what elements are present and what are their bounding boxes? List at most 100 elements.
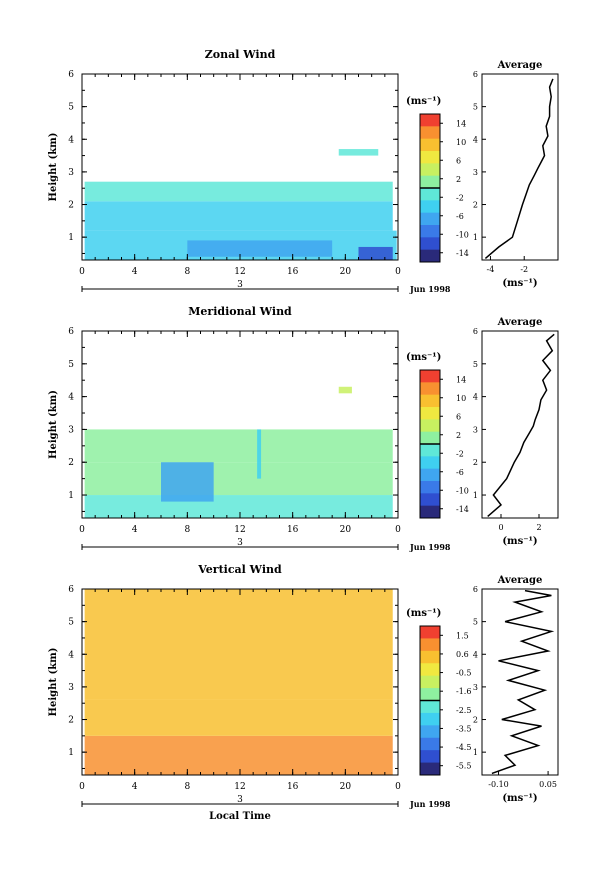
profile-x-label: (ms⁻¹) [502, 278, 537, 289]
heatmap-cell [84, 462, 393, 496]
profile-x-tick-label: -4 [487, 265, 495, 274]
colorbar-segment [420, 151, 440, 164]
y-axis-label: Height (km) [48, 390, 59, 459]
x-tick-label: 4 [132, 782, 138, 792]
colorbar-segment [420, 456, 440, 470]
profile-frame [481, 330, 559, 519]
colorbar-tick-label: -2 [456, 449, 464, 458]
heatmap-cell [84, 735, 393, 775]
heatmap-cell [84, 495, 393, 518]
x-tick-label: 12 [234, 782, 245, 792]
colorbar-tick-label: 10 [456, 394, 466, 403]
profile-x-tick-label: -2 [520, 265, 528, 274]
profile-x-tick-label: 0 [498, 523, 503, 532]
x-tick-label: 16 [287, 782, 299, 792]
colorbar-unit: (ms⁻¹) [406, 352, 441, 363]
profile-line [487, 333, 555, 517]
profile-y-tick-label: 3 [473, 425, 478, 434]
y-tick-label: 2 [68, 201, 74, 211]
y-tick-label: 3 [68, 168, 74, 178]
x-tick-label: 12 [234, 525, 245, 535]
y-tick-label: 4 [68, 393, 74, 403]
colorbar-tick-label: -4.5 [456, 743, 471, 752]
colorbar-segment [420, 138, 440, 152]
profile-title: Average [497, 317, 543, 328]
colorbar-segment [420, 468, 440, 482]
colorbar-segment [420, 237, 440, 251]
profile-y-tick-label: 4 [473, 135, 478, 144]
profile-x-label: (ms⁻¹) [502, 536, 537, 547]
profile-y-tick-label: 5 [473, 360, 478, 369]
colorbar-unit: (ms⁻¹) [406, 96, 441, 107]
profile-x-tick-label: 2 [536, 523, 541, 532]
y-tick-label: 5 [68, 360, 74, 370]
colorbar-tick-label: -14 [456, 505, 469, 514]
colorbar-segment [420, 505, 440, 519]
profile-frame [481, 73, 559, 261]
x-tick-label: 12 [234, 267, 245, 277]
y-axis-label: Height (km) [48, 648, 59, 717]
x-tick-label: 0 [79, 267, 85, 277]
panel-title: Vertical Wind [197, 563, 282, 576]
colorbar-segment [420, 663, 440, 677]
heatmap-cell [84, 429, 393, 463]
heatmap-cell [257, 429, 262, 479]
colorbar-tick-label: 0.6 [456, 650, 469, 659]
heatmap-cell [187, 240, 333, 257]
date-marker: 3 [237, 538, 243, 548]
colorbar-tick-label: 2 [456, 431, 461, 440]
date-label: Jun 1998 [409, 542, 451, 552]
heatmap-cell [84, 699, 393, 736]
x-tick-label: 0 [79, 782, 85, 792]
profile-line [484, 78, 554, 259]
profile-line [491, 589, 555, 775]
colorbar-segment [420, 394, 440, 408]
colorbar-tick-label: -6 [456, 468, 464, 477]
colorbar-tick-label: 6 [456, 156, 461, 165]
colorbar-segment [420, 675, 440, 689]
y-tick-label: 5 [68, 618, 74, 628]
colorbar-segment [420, 188, 440, 201]
panel-title: Zonal Wind [205, 48, 276, 61]
y-tick-label: 1 [68, 491, 74, 501]
profile-y-tick-label: 3 [473, 168, 478, 177]
y-tick-label: 1 [68, 233, 74, 243]
x-tick-label: 20 [340, 782, 352, 792]
profile-y-tick-label: 1 [473, 233, 478, 242]
colorbar-segment [420, 370, 440, 383]
colorbar-segment [420, 175, 440, 189]
y-tick-label: 6 [68, 585, 74, 595]
x-tick-label: 20 [340, 525, 352, 535]
profile-y-tick-label: 2 [473, 716, 478, 725]
colorbar-segment [420, 650, 440, 664]
x-tick-label: 4 [132, 267, 138, 277]
colorbar-segment [420, 444, 440, 457]
colorbar-segment [420, 626, 440, 639]
profile-y-tick-label: 2 [473, 458, 478, 467]
x-tick-label: 8 [184, 782, 190, 792]
heatmap-cell [84, 589, 393, 700]
colorbar-tick-label: -3.5 [456, 724, 471, 733]
colorbar-segment [420, 126, 440, 140]
colorbar-tick-label: -6 [456, 212, 464, 221]
profile-x-tick-label: 0.05 [539, 780, 557, 789]
y-tick-label: 6 [68, 327, 74, 337]
heatmap-cell [84, 201, 393, 231]
x-tick-label: 0 [395, 525, 401, 535]
y-tick-label: 3 [68, 425, 74, 435]
heatmap-cell [84, 181, 393, 202]
colorbar-unit: (ms⁻¹) [406, 608, 441, 619]
y-tick-label: 4 [68, 135, 74, 145]
profile-frame [481, 588, 559, 776]
colorbar-tick-label: 14 [456, 119, 466, 128]
x-tick-label: 4 [132, 525, 138, 535]
x-tick-label: 8 [184, 267, 190, 277]
profile-y-tick-label: 6 [473, 327, 478, 336]
profile-y-tick-label: 3 [473, 683, 478, 692]
profile-y-tick-label: 5 [473, 103, 478, 112]
heatmap-cell [338, 386, 352, 394]
profile-y-tick-label: 2 [473, 201, 478, 210]
